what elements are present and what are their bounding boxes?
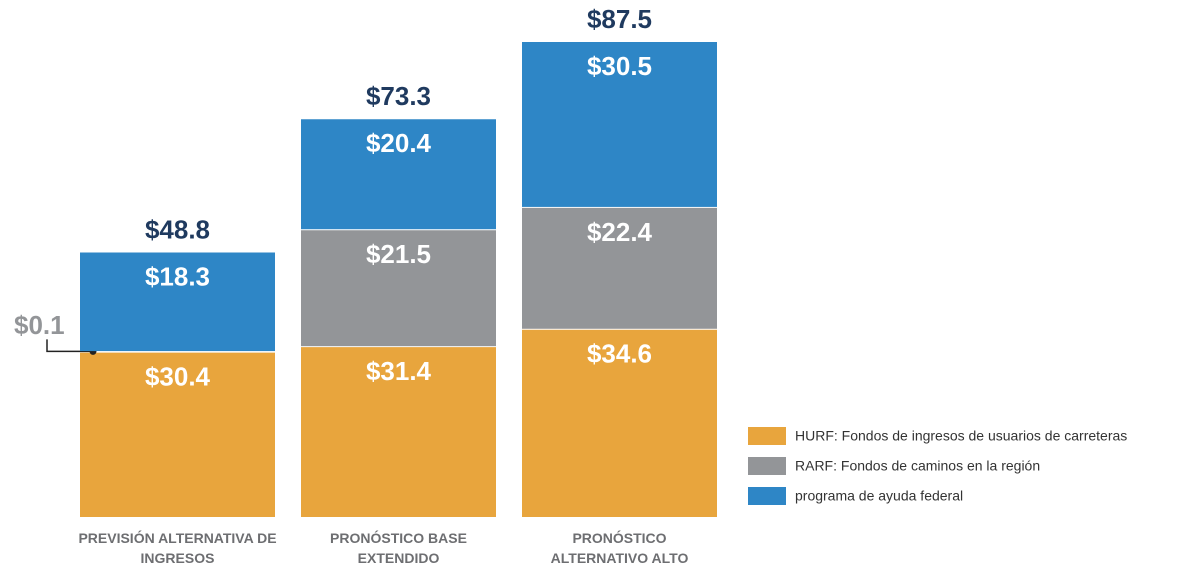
bar-segment xyxy=(301,229,496,347)
legend-swatch xyxy=(748,487,786,505)
segment-label: $30.4 xyxy=(145,361,211,391)
segment-label: $20.4 xyxy=(366,128,432,158)
total-label: $87.5 xyxy=(587,4,652,34)
category-label: PRONÓSTICO BASE EXTENDIDO xyxy=(330,530,467,566)
bar-segment xyxy=(301,118,496,230)
segment-label: $22.4 xyxy=(587,217,653,247)
legend-label: RARF: Fondos de caminos en la región xyxy=(795,458,1040,474)
segment-label: $31.4 xyxy=(366,356,432,386)
bar-segment xyxy=(301,346,496,517)
legend-swatch xyxy=(748,457,786,475)
total-label: $48.8 xyxy=(145,214,210,244)
bar-segment xyxy=(522,41,717,207)
segment-label: $30.5 xyxy=(587,51,652,81)
segment-label: $0.1 xyxy=(14,310,65,340)
legend-label: HURF: Fondos de ingresos de usuarios de … xyxy=(795,428,1127,444)
category-label: PREVISIÓN ALTERNATIVA DE INGRESOS xyxy=(78,530,277,566)
legend-label: programa de ayuda federal xyxy=(795,488,963,504)
total-label: $73.3 xyxy=(366,81,431,111)
segment-label: $18.3 xyxy=(145,261,210,291)
segment-label: $34.6 xyxy=(587,339,652,369)
legend-swatch xyxy=(748,427,786,445)
bar-segment xyxy=(80,351,275,517)
category-label: PRONÓSTICO ALTERNATIVO ALTO xyxy=(550,530,689,566)
bar-segment xyxy=(80,251,275,352)
segment-label: $21.5 xyxy=(366,239,431,269)
bar-segment xyxy=(522,206,717,329)
bar-segment xyxy=(522,328,717,517)
leader-line xyxy=(46,339,93,353)
